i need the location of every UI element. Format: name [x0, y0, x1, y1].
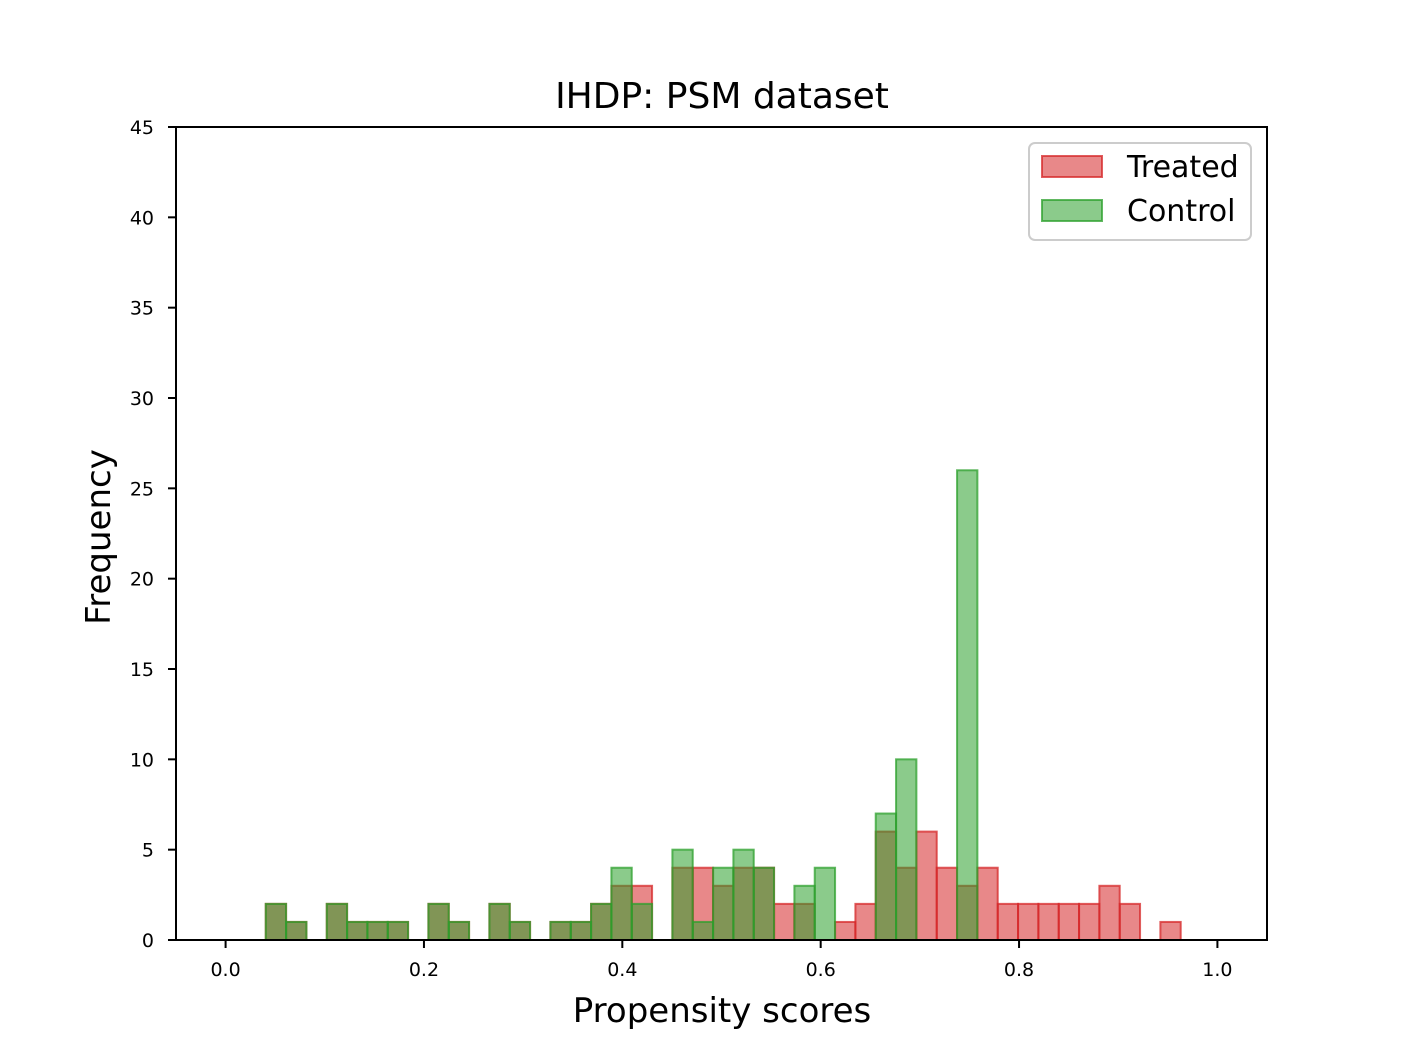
treated-bar-27	[935, 866, 959, 941]
x-tick-label-0: 0.0	[210, 959, 240, 981]
treated-bar-35	[1098, 884, 1121, 941]
treated-bar-29	[976, 866, 999, 941]
treated-bar-36	[1118, 902, 1142, 941]
treated-bar-22	[834, 920, 857, 941]
control-bar-5	[386, 920, 410, 941]
control-bar-0	[264, 902, 288, 941]
legend-swatch-treated	[1041, 155, 1103, 178]
control-bar-22	[874, 812, 898, 942]
y-tick-label-9: 45	[130, 117, 154, 139]
x-tick-label-1: 0.2	[409, 959, 439, 981]
control-bar-12	[590, 902, 613, 941]
control-bar-13	[610, 866, 633, 941]
treated-bar-34	[1078, 902, 1101, 941]
treated-bar-31	[1017, 902, 1040, 941]
x-tick-label-2: 0.4	[607, 959, 637, 981]
plot-frame	[175, 126, 1268, 941]
control-bar-14	[630, 902, 654, 941]
legend-label-control: Control	[1127, 194, 1235, 229]
control-bar-18	[732, 848, 755, 941]
control-bar-17	[712, 866, 735, 941]
treated-bar-37	[1159, 920, 1182, 941]
y-tick-label-3: 15	[130, 659, 154, 681]
control-bar-10	[549, 920, 572, 941]
control-bar-7	[447, 920, 471, 941]
control-bar-19	[752, 866, 776, 941]
control-bar-9	[508, 920, 532, 941]
y-tick-label-6: 30	[130, 388, 154, 410]
y-tick-label-8: 40	[130, 207, 154, 229]
y-tick-label-5: 25	[130, 478, 154, 500]
control-bar-21	[813, 866, 837, 941]
treated-bar-20	[773, 902, 796, 941]
treated-bar-26	[915, 830, 938, 941]
treated-bar-23	[854, 902, 877, 941]
legend-label-treated: Treated	[1126, 150, 1239, 185]
treated-bar-32	[1037, 902, 1060, 941]
control-bar-24	[956, 469, 979, 941]
y-tick-label-0: 0	[142, 930, 154, 952]
x-tick-label-5: 1.0	[1202, 959, 1232, 981]
chart-title: IHDP: PSM dataset	[555, 76, 889, 117]
y-tick-label-4: 20	[130, 569, 154, 591]
control-bar-11	[569, 920, 593, 941]
control-bar-2	[325, 902, 349, 941]
y-tick-label-7: 35	[130, 298, 154, 320]
legend: Treated Control	[1028, 142, 1252, 241]
control-bar-20	[793, 884, 816, 941]
control-bar-1	[285, 920, 308, 941]
y-axis-label: Frequency	[79, 449, 119, 625]
control-bar-3	[346, 920, 369, 941]
treated-bar-33	[1057, 902, 1081, 941]
control-bar-4	[366, 920, 389, 941]
x-tick-label-4: 0.8	[1004, 959, 1034, 981]
control-bar-16	[691, 920, 715, 941]
ticks-layer: 0.0 0.2 0.4 0.6 0.8 1.0 0 5 10 15 20 25 30 35 40 45	[130, 117, 1233, 981]
control-bar-8	[488, 902, 511, 941]
treated-bar-30	[996, 902, 1020, 941]
legend-swatch-control	[1041, 199, 1103, 222]
y-tick-label-2: 10	[130, 749, 154, 771]
x-axis-label: Propensity scores	[573, 991, 871, 1031]
control-bar-15	[671, 848, 694, 941]
control-bar-6	[427, 902, 450, 941]
control-bar-23	[895, 758, 918, 942]
y-tick-label-1: 5	[142, 840, 154, 862]
x-tick-label-3: 0.6	[806, 959, 836, 981]
